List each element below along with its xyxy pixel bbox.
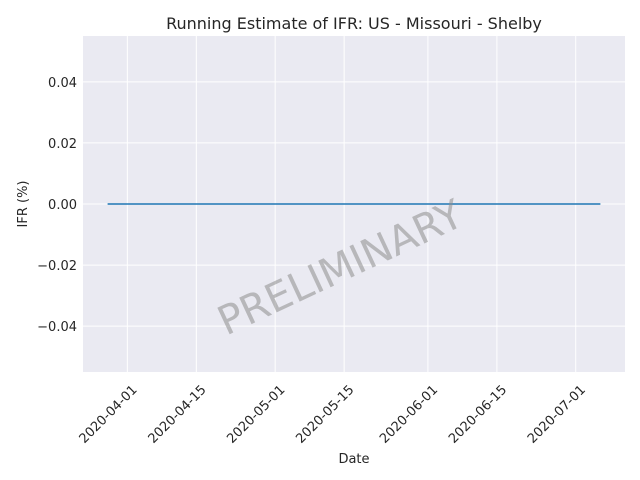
x-tick-label: 2020-05-15 <box>293 383 357 447</box>
y-tick-labels: −0.04 −0.02 0.00 0.02 0.04 <box>37 76 77 335</box>
x-tick-label: 2020-04-15 <box>146 383 210 447</box>
y-tick-label: 0.00 <box>48 198 77 213</box>
x-tick-label: 2020-06-15 <box>446 383 510 447</box>
x-tick-labels: 2020-04-01 2020-04-15 2020-05-01 2020-05-15… <box>77 383 589 447</box>
y-axis-label: IFR (%) <box>16 181 31 228</box>
x-axis-label: Date <box>338 452 369 467</box>
y-tick-label: 0.02 <box>48 137 77 152</box>
x-tick-label: 2020-06-01 <box>377 383 441 447</box>
x-tick-label: 2020-05-01 <box>224 383 288 447</box>
x-tick-label: 2020-04-01 <box>77 383 141 447</box>
x-tick-label: 2020-07-01 <box>525 383 589 447</box>
y-tick-label: −0.04 <box>37 320 77 335</box>
chart-title: Running Estimate of IFR: US - Missouri -… <box>166 14 542 33</box>
y-tick-label: −0.02 <box>37 259 77 274</box>
y-tick-label: 0.04 <box>48 76 77 91</box>
